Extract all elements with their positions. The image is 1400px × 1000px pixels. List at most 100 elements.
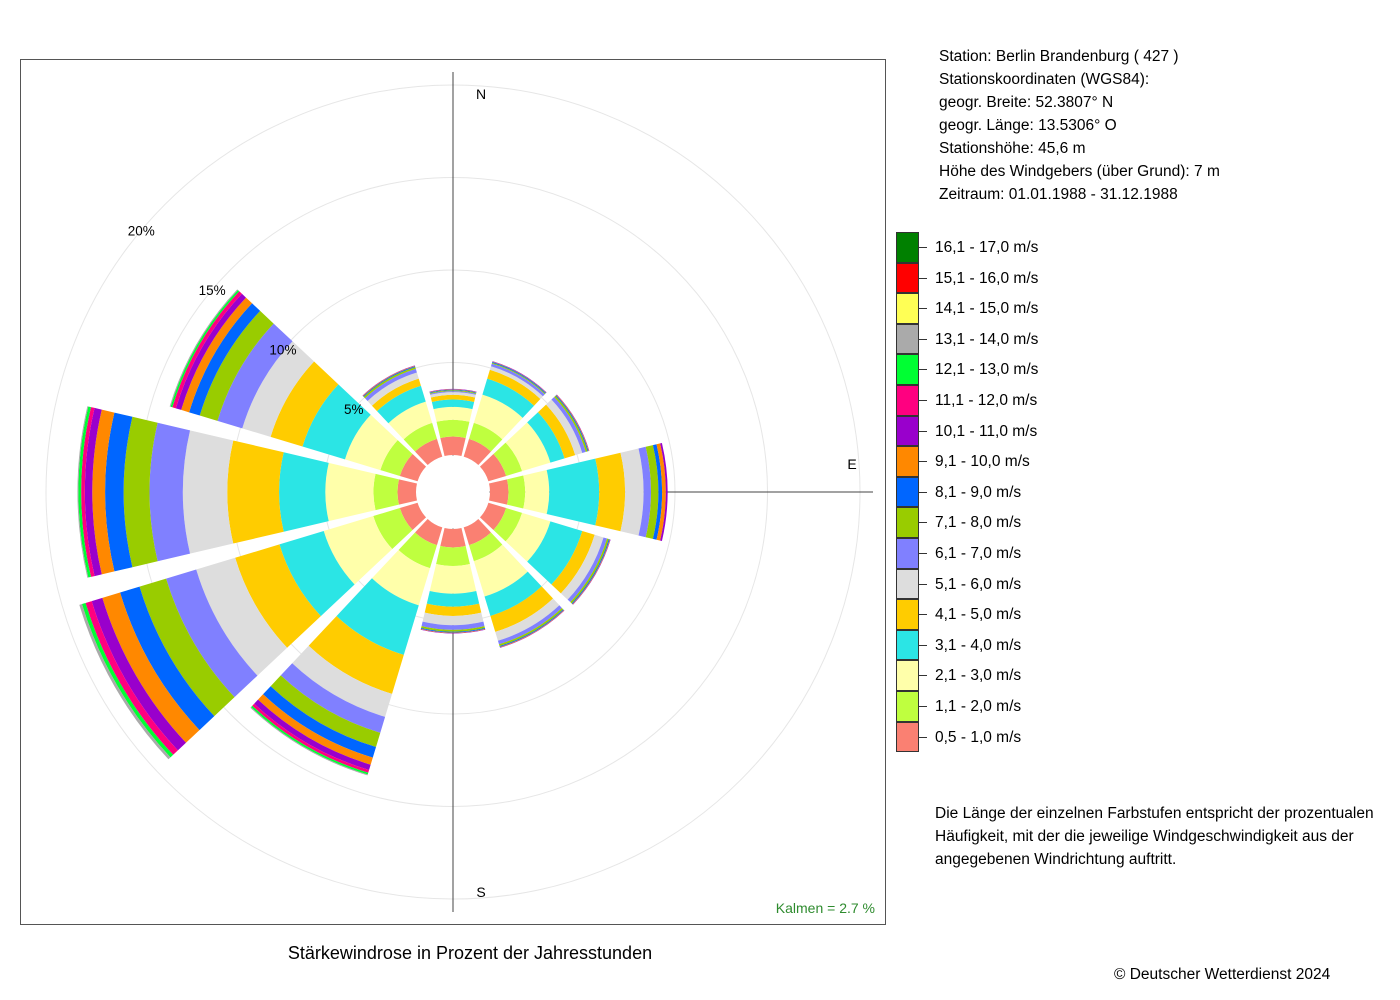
legend-swatch <box>896 537 919 569</box>
bar-dir-330-class-3 <box>388 401 433 440</box>
bar-dir-240-class-4 <box>279 531 355 617</box>
bar-dir-120-class-4 <box>527 521 583 585</box>
bar-dir-270-class-4 <box>279 452 329 532</box>
legend-label: 6,1 - 7,0 m/s <box>935 544 1022 562</box>
bar-dir-210-class-10 <box>257 694 373 765</box>
legend-swatch <box>896 384 919 416</box>
bar-dir-330-class-7 <box>364 368 417 401</box>
bar-dir-120-class-3 <box>505 512 551 562</box>
bar-dir-150-class-7 <box>497 605 562 645</box>
bar-dir-300-class-9 <box>189 303 261 416</box>
legend-swatch <box>896 293 919 324</box>
bar-dir-210-class-1 <box>415 518 443 546</box>
bar-dir-90-class-10 <box>656 443 666 541</box>
bar-dir-330-class-8 <box>363 367 416 399</box>
bar-dir-300-class-8 <box>199 310 274 421</box>
bar-dir-270-class-14 <box>77 406 89 578</box>
bar-dir-210-class-5 <box>308 616 404 694</box>
legend-label: 14,1 - 15,0 m/s <box>935 300 1039 318</box>
legend-swatch <box>896 568 919 600</box>
legend-swatch <box>896 415 919 447</box>
bar-dir-300-class-3 <box>344 414 398 471</box>
bar-dir-90-class-1 <box>489 479 509 505</box>
bar-dir-180-class-8 <box>421 626 485 632</box>
legend-label: 12,1 - 13,0 m/s <box>935 361 1039 379</box>
bar-dir-300-class-5 <box>270 361 339 447</box>
bar-dir-270-class-1 <box>397 479 417 505</box>
legend-tick <box>919 583 927 585</box>
legend-label: 11,1 - 12,0 m/s <box>935 391 1038 409</box>
bar-dir-180-class-2 <box>436 546 470 566</box>
bar-dir-270-class-8 <box>123 416 158 568</box>
bar-dir-300-class-1 <box>399 454 427 482</box>
bar-dir-60-class-6 <box>546 399 583 456</box>
bar-dir-300-class-4 <box>302 384 371 460</box>
bar-dir-60-class-2 <box>493 442 523 476</box>
bar-dir-330-class-4 <box>377 385 426 424</box>
bar-dir-330-class-2 <box>403 422 437 452</box>
bar-dir-300-class-7 <box>217 323 293 429</box>
bar-dir-0-class-5 <box>430 394 476 402</box>
bar-dir-150-class-6 <box>495 598 560 641</box>
plot-frame <box>20 59 886 925</box>
legend-tick <box>919 247 927 248</box>
bar-dir-30-class-3 <box>473 394 523 440</box>
bar-dir-300-class-11 <box>175 293 246 410</box>
bar-dir-270-class-9 <box>105 412 133 572</box>
bar-dir-150-class-4 <box>484 571 542 616</box>
bar-dir-180-class-10 <box>420 628 486 634</box>
legend-label: 15,1 - 16,0 m/s <box>935 269 1039 287</box>
bar-dir-0-class-8 <box>429 390 477 394</box>
bar-dir-240-class-8 <box>139 578 235 717</box>
station-info: Station: Berlin Brandenburg ( 427 ) Stat… <box>939 45 1220 206</box>
bar-dir-240-class-3 <box>323 516 393 585</box>
station-longitude: geogr. Länge: 13.5306° O <box>939 117 1117 134</box>
bar-dir-330-class-5 <box>371 378 421 412</box>
bar-dir-240-class-10 <box>102 592 200 743</box>
bar-dir-60-class-8 <box>554 395 588 452</box>
bar-dir-30-class-5 <box>487 369 541 406</box>
bar-dir-270-class-2 <box>373 473 399 511</box>
chart-title: Stärkewindrose in Prozent der Jahresstun… <box>287 943 653 963</box>
bar-dir-60-class-1 <box>479 454 507 482</box>
bar-dir-60-class-7 <box>551 397 586 453</box>
bar-dir-30-class-7 <box>490 363 545 397</box>
bar-dir-0-class-10 <box>429 389 477 393</box>
compass-label-n: N <box>476 86 486 102</box>
legend-swatch <box>896 476 919 508</box>
bar-dir-0-class-7 <box>429 391 477 395</box>
bar-dir-270-class-7 <box>149 422 191 562</box>
bar-dir-120-class-1 <box>479 502 507 530</box>
compass-label-e: E <box>847 456 856 472</box>
bar-dir-60-class-5 <box>537 404 576 459</box>
bar-dir-30-class-2 <box>469 422 503 452</box>
bar-dir-0-class-9 <box>429 389 477 393</box>
legend-swatch <box>896 262 919 294</box>
bar-dir-270-class-3 <box>325 462 376 522</box>
legend-tick <box>919 491 927 493</box>
bar-dir-0-class-4 <box>431 399 475 410</box>
legend-label: 3,1 - 4,0 m/s <box>935 636 1022 654</box>
legend-swatch <box>896 354 919 385</box>
legend-tick <box>919 369 927 371</box>
bar-dir-90-class-8 <box>645 445 659 539</box>
legend-swatch <box>896 507 919 538</box>
bar-dir-180-class-1 <box>440 528 466 548</box>
bar-dir-150-class-5 <box>490 586 554 632</box>
bar-dir-270-class-13 <box>78 406 91 578</box>
time-period: Zeitraum: 01.01.1988 - 31.12.1988 <box>939 186 1178 203</box>
copyright: © Deutscher Wetterdienst 2024 <box>1114 966 1331 983</box>
bar-dir-180-class-5 <box>424 603 482 616</box>
legend-tick <box>919 705 927 707</box>
bar-dir-210-class-8 <box>270 675 381 748</box>
bar-dir-0-class-1 <box>440 436 466 456</box>
legend-swatch <box>896 232 919 263</box>
bar-dir-240-class-9 <box>120 586 215 731</box>
bar-dir-180-class-7 <box>421 621 485 630</box>
bar-dir-210-class-3 <box>371 549 431 606</box>
compass-label-s: S <box>476 884 485 900</box>
bar-dir-300-class-12 <box>172 291 242 409</box>
bar-dir-330-class-1 <box>415 438 443 466</box>
bar-dir-210-class-11 <box>254 699 371 771</box>
legend-label: 10,1 - 11,0 m/s <box>935 422 1038 440</box>
